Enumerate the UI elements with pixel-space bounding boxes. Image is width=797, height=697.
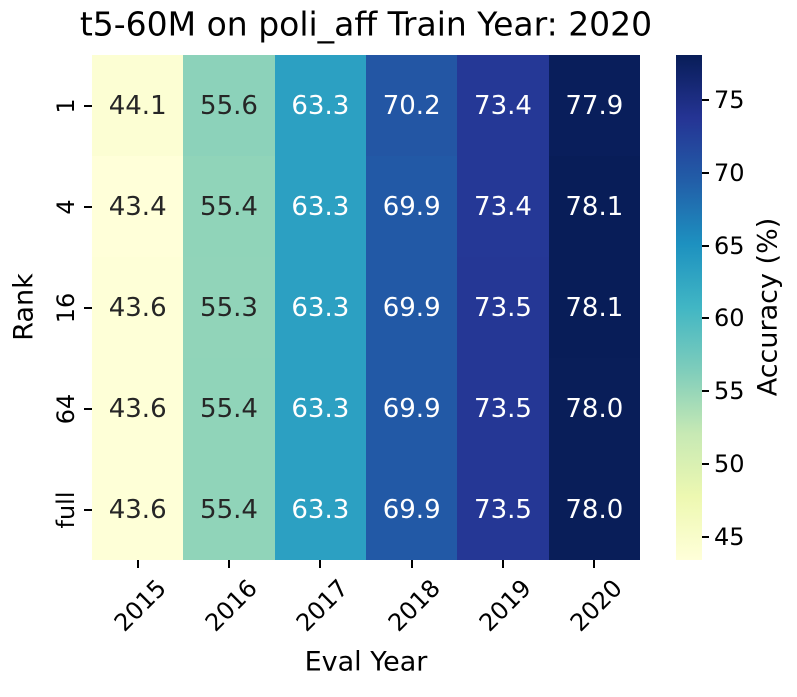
heatmap-cell: 55.6 [183,55,275,156]
colorbar-tick-label: 60 [714,304,745,333]
heatmap-cell: 63.3 [274,55,366,156]
heatmap-cell: 78.0 [548,459,640,560]
heatmap-cell: 44.1 [92,55,184,156]
y-tick-label: 64 [52,393,80,424]
colorbar [676,55,702,560]
heatmap-cell: 77.9 [548,55,640,156]
heatmap-cell: 73.5 [457,257,549,358]
heatmap-cell: 55.4 [183,358,275,459]
heatmap-cell: 55.4 [183,459,275,560]
heatmap-cell: 43.6 [92,358,184,459]
y-tick-mark [84,508,92,511]
colorbar-tick-mark [702,462,709,465]
colorbar-tick-mark [702,535,709,538]
colorbar-tick-label: 45 [714,522,745,551]
y-axis-label: Rank [8,273,40,341]
x-tick-label: 2015 [108,574,172,637]
heatmap-cell: 69.9 [366,459,458,560]
heatmap-cell: 73.5 [457,459,549,560]
y-tick-label: 4 [52,198,80,215]
y-tick-mark [84,205,92,208]
x-axis-label: Eval Year [304,646,428,678]
x-tick-label: 2017 [291,574,355,637]
colorbar-tick-mark [702,99,709,102]
colorbar-tick-label: 50 [714,449,745,478]
heatmap-cell: 78.1 [548,156,640,257]
chart-title: t5-60M on poli_aff Train Year: 2020 [79,4,653,44]
heatmap-cell: 73.4 [457,156,549,257]
colorbar-tick-label: 55 [714,377,745,406]
y-tick-mark [84,306,92,309]
heatmap-cell: 63.3 [274,257,366,358]
heatmap-cell: 63.3 [274,156,366,257]
colorbar-tick-mark [702,171,709,174]
heatmap-cell: 70.2 [366,55,458,156]
colorbar-tick-mark [702,390,709,393]
y-tick-mark [84,104,92,107]
colorbar-tick-label: 70 [714,158,745,187]
heatmap-cell: 73.5 [457,358,549,459]
y-tick-mark [84,407,92,410]
y-tick-label: 1 [52,97,80,114]
colorbar-tick-label: 65 [714,231,745,260]
x-tick-mark [136,560,139,568]
colorbar-tick-mark [702,317,709,320]
heatmap-cell: 73.4 [457,55,549,156]
x-tick-mark [228,560,230,568]
x-tick-mark [410,560,413,568]
colorbar-label: Accuracy (%) [752,217,784,397]
heatmap-cell: 55.4 [183,156,275,257]
x-tick-label: 2019 [473,574,537,637]
x-tick-label: 2020 [565,574,629,637]
heatmap-cell: 43.6 [92,459,184,560]
heatmap-cell: 78.1 [548,257,640,358]
colorbar-tick-mark [702,244,709,247]
x-tick-label: 2018 [382,574,446,637]
colorbar-tick-label: 75 [714,86,745,115]
x-tick-label: 2016 [199,574,263,637]
heatmap-cell: 69.9 [366,358,458,459]
y-tick-label: full [52,491,80,528]
x-tick-mark [502,560,504,568]
heatmap-cell: 43.6 [92,257,184,358]
heatmap-cell: 63.3 [274,459,366,560]
heatmap-cell: 43.4 [92,156,184,257]
heatmap-cell: 69.9 [366,156,458,257]
heatmap-cell: 63.3 [274,358,366,459]
x-tick-mark [593,560,596,568]
y-tick-label: 16 [52,292,80,323]
heatmap-cell: 78.0 [548,358,640,459]
x-tick-mark [319,560,322,568]
heatmap-cell: 69.9 [366,257,458,358]
heatmap-cell: 55.3 [183,257,275,358]
